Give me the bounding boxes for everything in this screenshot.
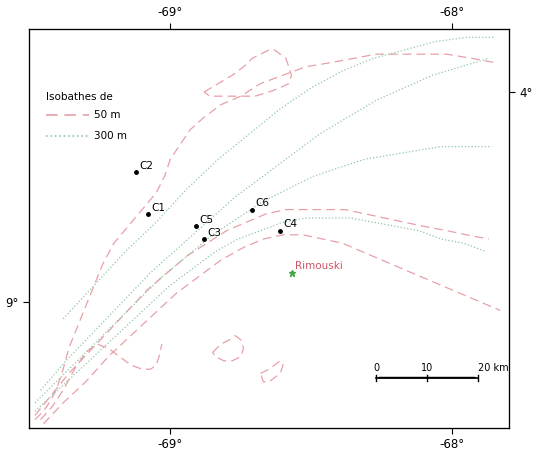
Text: C5: C5 (199, 215, 213, 225)
Text: C3: C3 (208, 228, 222, 238)
Text: Rimouski: Rimouski (295, 261, 343, 271)
Text: C4: C4 (284, 219, 298, 229)
Text: 50 m: 50 m (94, 110, 121, 120)
Text: Isobathes de: Isobathes de (46, 92, 113, 102)
Text: C2: C2 (140, 160, 154, 170)
Text: C6: C6 (256, 198, 270, 208)
Text: 0: 0 (373, 363, 379, 373)
Text: 10: 10 (421, 363, 433, 373)
Text: 300 m: 300 m (94, 131, 127, 141)
Text: C1: C1 (151, 202, 165, 213)
Text: 20 km: 20 km (478, 363, 508, 373)
